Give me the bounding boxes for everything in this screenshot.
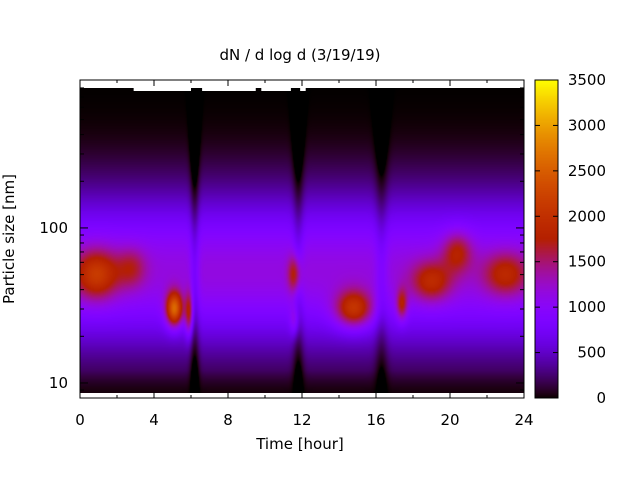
- colorbar-tick-label: 1000: [568, 298, 606, 316]
- colorbar: 0 500 1000 1500 2000 2500 3000 3500: [534, 71, 606, 407]
- x-axis: 0 4 8 12 16 20 24: [75, 80, 534, 429]
- missing-data-mask: [133, 88, 306, 91]
- missing-data-segment: [300, 88, 306, 91]
- x-tick-label: 4: [149, 411, 159, 429]
- y-axis-title: Particle size [nm]: [0, 174, 18, 304]
- x-tick-label: 0: [75, 411, 85, 429]
- colorbar-tick-label: 3000: [568, 116, 606, 134]
- colorbar-tick-label: 2000: [568, 207, 606, 225]
- missing-data-segment: [261, 88, 291, 91]
- y-tick-label: 100: [39, 219, 68, 237]
- colorbar-tick-label: 3500: [568, 71, 606, 89]
- x-tick-label: 16: [366, 411, 385, 429]
- colorbar-tick-label: 1500: [568, 253, 606, 271]
- x-tick-label: 20: [440, 411, 459, 429]
- colorbar-tick-label: 2500: [568, 162, 606, 180]
- chart-title: dN / d log d (3/19/19): [219, 46, 380, 64]
- missing-data-segment: [133, 88, 191, 91]
- colorbar-frame: [534, 79, 559, 399]
- colorbar-tick-label: 500: [577, 344, 606, 362]
- x-tick-label: 24: [514, 411, 533, 429]
- colorbar-gradient: [535, 80, 558, 398]
- colorbar-axis: 0 500 1000 1500 2000 2500 3000 3500: [535, 71, 606, 407]
- y-tick-label: 10: [49, 374, 68, 392]
- colorbar-tick-label: 0: [596, 389, 606, 407]
- missing-data-segment: [202, 88, 256, 91]
- y-axis: 10 100: [39, 79, 524, 399]
- heatmap-surface: [80, 88, 524, 393]
- x-tick-label: 12: [292, 411, 311, 429]
- plot-area: 0 4 8 12 16 20 24 10 100: [39, 79, 534, 429]
- x-tick-label: 8: [223, 411, 233, 429]
- x-axis-title: Time [hour]: [255, 435, 344, 453]
